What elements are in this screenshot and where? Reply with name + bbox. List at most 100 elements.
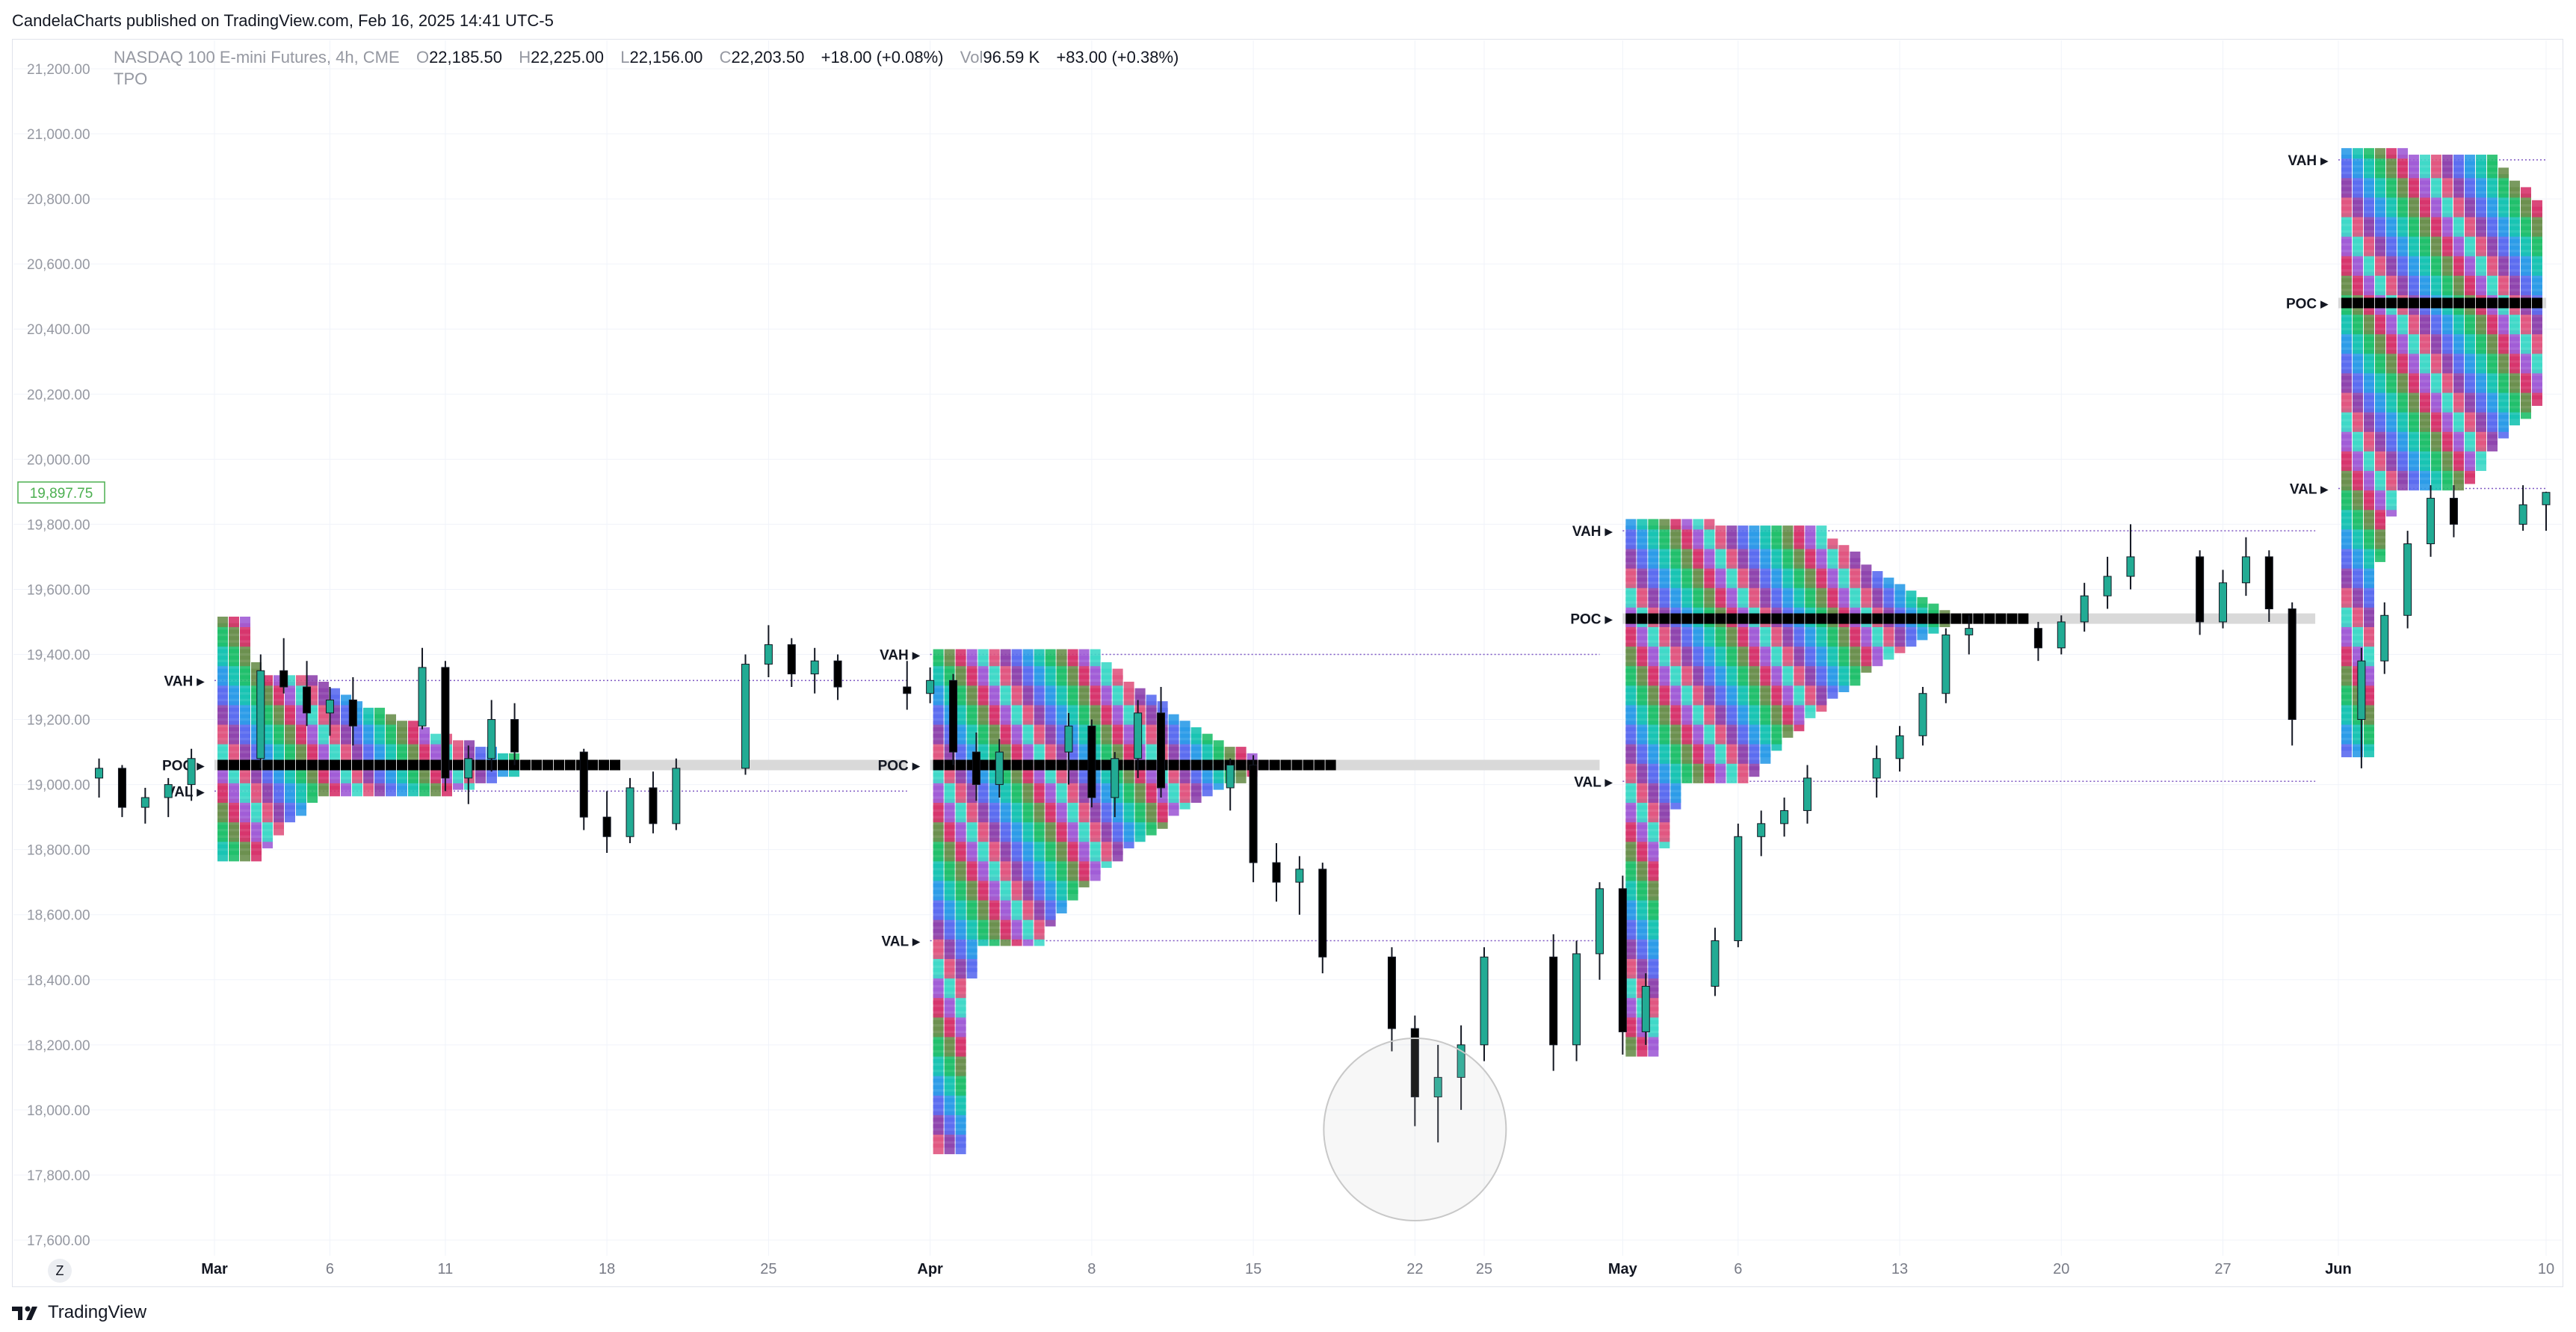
candle-up [741, 664, 750, 769]
tpo-cell [330, 688, 340, 699]
poc-cell [1995, 613, 2007, 624]
tpo-cell [1000, 649, 1011, 660]
tpo-cell [1202, 733, 1213, 744]
candle-up [1064, 725, 1073, 753]
candle-down [441, 667, 450, 779]
candle-up [1711, 940, 1720, 987]
candle-up [95, 768, 104, 779]
indicator-label[interactable]: TPO [114, 70, 148, 88]
tpo-cell [1906, 591, 1917, 602]
poc-cell [1760, 613, 1771, 624]
tpo-cell [1693, 519, 1704, 530]
x-tick-label: 27 [2214, 1261, 2231, 1277]
val-label: VAL ▸ [2290, 482, 2329, 498]
x-tick-label: 15 [1245, 1261, 1261, 1277]
poc-cell [2475, 297, 2486, 309]
candle-down [2288, 608, 2297, 721]
tpo-cell [1838, 545, 1850, 556]
tpo-cell [386, 714, 396, 725]
y-tick-label: 18,600.00 [27, 908, 90, 924]
tpo-cell [1157, 701, 1168, 712]
tpo-cell [1045, 649, 1056, 660]
y-tick-label: 18,000.00 [27, 1103, 90, 1119]
zoom-reset-button[interactable]: Z [48, 1259, 72, 1283]
candle-up [2241, 556, 2250, 584]
poc-cell [1805, 613, 1816, 624]
tpo-cell [977, 649, 989, 660]
candle-down [510, 719, 519, 753]
tpo-cell [2363, 148, 2374, 159]
tpo-cell [430, 733, 441, 744]
poc-cell [1861, 613, 1872, 624]
poc-cell [1939, 613, 1950, 624]
val-label: VAL ▸ [882, 934, 921, 950]
y-tick-label: 21,200.00 [27, 62, 90, 78]
val-label: VAL ▸ [1574, 774, 1613, 790]
tpo-profile: VAH ▸ POC ▸ VAL ▸ [2286, 148, 2546, 758]
candle-down [1410, 1028, 1419, 1097]
poc-cell [2352, 297, 2363, 309]
tpo-cell [1883, 577, 1894, 588]
chart-frame[interactable] [12, 39, 2563, 1287]
x-tick-label: 10 [2538, 1261, 2554, 1277]
x-tick-label: Apr [917, 1261, 943, 1277]
poc-cell [599, 759, 609, 771]
tpo-cell [1022, 649, 1034, 660]
poc-cell [2441, 297, 2453, 309]
tpo-cell [933, 649, 944, 660]
open-value: 22,185.50 [429, 48, 502, 67]
poc-cell [1022, 759, 1034, 771]
tpo-cell [397, 721, 407, 732]
poc-cell [430, 759, 441, 771]
poc-cell [1034, 759, 1045, 771]
poc-cell [1962, 613, 1973, 624]
candle-up [1111, 758, 1119, 798]
poc-cell [944, 759, 955, 771]
y-tick-label: 18,200.00 [27, 1038, 90, 1054]
poc-cell [1648, 613, 1659, 624]
volume-change: +83.00 (+0.38%) [1056, 48, 1179, 67]
tpo-cell [1067, 649, 1078, 660]
candle-up [2126, 556, 2135, 577]
tpo-cell [1625, 519, 1637, 530]
tpo-cell [2408, 154, 2419, 165]
poc-cell [1179, 759, 1190, 771]
candle-up [464, 758, 473, 779]
tpo-cell [2475, 154, 2486, 165]
poc-cell [1917, 613, 1928, 624]
tpo-cell [1894, 584, 1906, 595]
candle-up [1757, 823, 1766, 837]
poc-cell [2509, 297, 2520, 309]
poc-cell [1078, 759, 1090, 771]
footer-brand[interactable]: TradingView [12, 1299, 146, 1326]
candle-up [1572, 953, 1581, 1046]
candle-down [949, 679, 958, 753]
tpo-cell [2509, 180, 2520, 191]
tpo-cell [1168, 714, 1179, 725]
candle-up [1226, 764, 1235, 789]
poc-cell [2430, 297, 2441, 309]
poc-cell [587, 759, 598, 771]
tpo-cell [318, 682, 329, 693]
candle-up [256, 670, 265, 759]
poc-cell [2453, 297, 2464, 309]
poc-cell [1883, 613, 1894, 624]
poc-cell [1269, 759, 1280, 771]
candle-up [2542, 492, 2551, 505]
tpo-cell [1123, 682, 1134, 693]
poc-cell [1659, 613, 1670, 624]
candle-up [2103, 576, 2112, 596]
candle-down [1387, 956, 1396, 1029]
poc-cell [1816, 613, 1827, 624]
tpo-cell [2341, 148, 2352, 159]
candle-up [1918, 693, 1927, 736]
symbol-label[interactable]: NASDAQ 100 E-mini Futures, 4h, CME [114, 48, 400, 67]
poc-cell [1670, 613, 1681, 624]
tpo-cell [2531, 200, 2542, 211]
candle-up [2427, 498, 2436, 545]
tpo-cell [966, 649, 977, 660]
tpo-cell [1782, 525, 1794, 537]
tpo-cell [1648, 519, 1659, 530]
poc-cell [1928, 613, 1939, 624]
